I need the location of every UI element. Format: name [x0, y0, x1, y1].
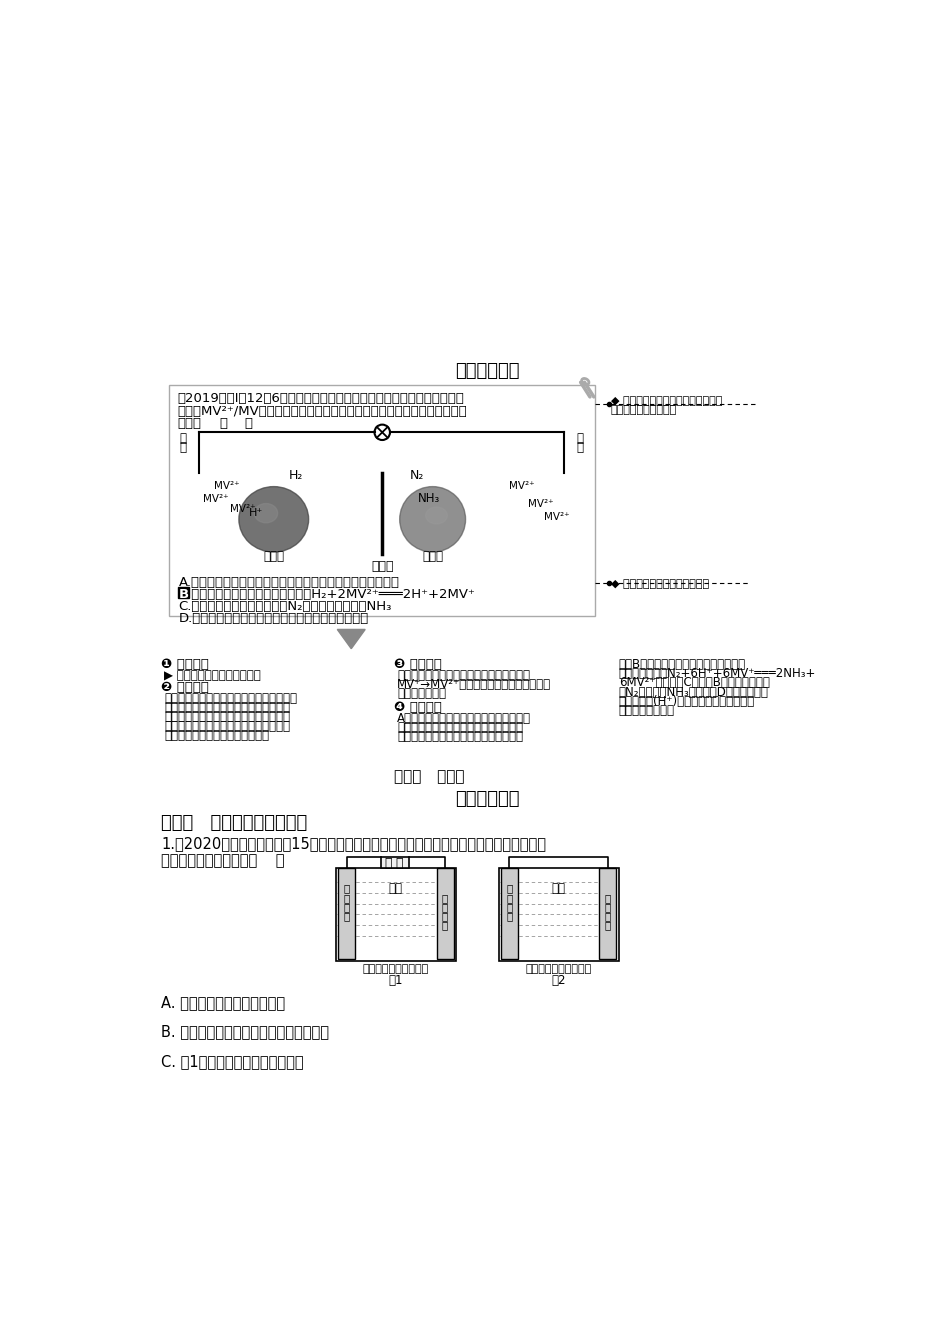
Text: N₂: N₂ — [410, 469, 425, 482]
Text: 墓: 墓 — [344, 911, 350, 921]
Text: H₂: H₂ — [288, 469, 303, 482]
Text: 极: 极 — [577, 441, 583, 454]
Text: 吸收、整合化学信息的能力，借助不同形: 吸收、整合化学信息的能力，借助不同形 — [164, 702, 291, 714]
Text: 铁: 铁 — [344, 892, 350, 903]
Text: 助: 助 — [442, 902, 448, 913]
Text: 【真题探秘】: 【真题探秘】 — [455, 362, 519, 380]
Text: A.相比现有工业合成氨，该方法条件温和，同时还可提供电能: A.相比现有工业合成氨，该方法条件温和，同时还可提供电能 — [179, 575, 399, 589]
Text: 图2: 图2 — [551, 973, 565, 986]
Bar — [335, 868, 456, 961]
Text: 交换膜: 交换膜 — [371, 560, 393, 573]
Bar — [436, 868, 453, 960]
Text: 桥: 桥 — [506, 902, 512, 913]
Text: ❸ 思路点拨: ❸ 思路点拨 — [394, 659, 442, 671]
Text: 6MV²⁺，错误；C项，由B项分析可知正极: 6MV²⁺，错误；C项，由B项分析可知正极 — [618, 676, 770, 689]
Text: A项，现有工业合成氨的反应条件是高温、: A项，现有工业合成氨的反应条件是高温、 — [397, 712, 531, 724]
Text: 观探析的学科核心素养和关注社会发展、: 观探析的学科核心素养和关注社会发展、 — [164, 719, 291, 732]
Text: ❷ 命题特点: ❷ 命题特点 — [162, 681, 209, 694]
Text: MV²⁺: MV²⁺ — [230, 504, 256, 513]
Text: 极: 极 — [604, 921, 611, 930]
Ellipse shape — [426, 507, 447, 524]
Text: 破考点   练考向: 破考点 练考向 — [393, 770, 464, 785]
Bar — [169, 384, 596, 616]
Text: 氧化酶: 氧化酶 — [263, 550, 284, 563]
Text: 助: 助 — [604, 902, 611, 913]
Text: 电: 电 — [180, 433, 186, 445]
Text: 科技进步、生产生活的价值观念。: 科技进步、生产生活的价值观念。 — [164, 728, 270, 742]
Text: MV⁺→MV²⁺发生氧化反应，故为负极，则: MV⁺→MV²⁺发生氧化反应，故为负极，则 — [397, 677, 551, 691]
Text: （    ）: （ ） — [220, 417, 254, 430]
Text: 为生物燃料电池的正极: 为生物燃料电池的正极 — [611, 406, 677, 415]
Bar — [499, 868, 618, 961]
Text: C. 图1辅助电极的材料可以为石墨: C. 图1辅助电极的材料可以为石墨 — [162, 1054, 304, 1068]
Text: 误的是: 误的是 — [177, 417, 200, 430]
Text: 电: 电 — [442, 911, 448, 921]
Text: 极区移动，正确。: 极区移动，正确。 — [618, 704, 674, 718]
Text: MV²⁺: MV²⁺ — [215, 481, 240, 491]
Bar — [338, 868, 355, 960]
Text: A. 桥墓的腐蚀主要是析氢腐蚀: A. 桥墓的腐蚀主要是析氢腐蚀 — [162, 995, 286, 1011]
Text: 辅: 辅 — [442, 892, 448, 903]
Text: 海水: 海水 — [389, 882, 403, 895]
Text: 【考点集训】: 【考点集训】 — [455, 790, 519, 808]
Text: 电: 电 — [604, 911, 611, 921]
Text: 海水: 海水 — [551, 882, 565, 895]
Text: 辅: 辅 — [604, 892, 611, 903]
Text: 右电极为正极。: 右电极为正极。 — [397, 687, 446, 700]
Text: 池工作MV²⁺/MV在交换膜与酶之间传递电子，示意图如下所示。下列说法错: 池工作MV²⁺/MV在交换膜与酶之间传递电子，示意图如下所示。下列说法错 — [177, 405, 466, 418]
Text: 桥: 桥 — [344, 902, 350, 913]
Text: B. 钉铁桥墓在海水中比在河水中腐蚀更快: B. 钉铁桥墓在海水中比在河水中腐蚀更快 — [162, 1024, 330, 1039]
Text: MV²⁺: MV²⁺ — [528, 499, 554, 508]
Ellipse shape — [255, 504, 277, 523]
Text: 电: 电 — [577, 433, 583, 445]
Bar — [382, 857, 409, 868]
Text: 高压、催化剂，则题述方法合成氨条件更: 高压、催化剂，则题述方法合成氨条件更 — [397, 722, 522, 734]
Bar — [599, 868, 617, 960]
Text: ❶ 核心考点: ❶ 核心考点 — [162, 659, 209, 671]
Text: 本题以生物燃料电池为载体考查学生接受、: 本题以生物燃料电池为载体考查学生接受、 — [164, 692, 297, 704]
Text: （2019课标I，12，6分）利用生物燃料电池原理研究室温下氨的合成，电: （2019课标I，12，6分）利用生物燃料电池原理研究室温下氨的合成，电 — [177, 392, 464, 406]
Text: 区N₂被还原为NH₃，正确；D项，原电池工: 区N₂被还原为NH₃，正确；D项，原电池工 — [618, 685, 769, 699]
Text: 铁: 铁 — [506, 892, 512, 903]
Text: 图1: 图1 — [389, 973, 403, 986]
Text: MV²⁺: MV²⁺ — [543, 512, 569, 521]
Text: 式的能量转化过程，体现了宏观辨识与微: 式的能量转化过程，体现了宏观辨识与微 — [164, 710, 291, 723]
Text: 为温和，同时可将化学能转化为电能，正: 为温和，同时可将化学能转化为电能，正 — [397, 730, 522, 743]
Text: 确；B项，阴（正）极区，在固氮酶催化: 确；B项，阴（正）极区，在固氮酶催化 — [618, 659, 746, 671]
Text: C.正极区，固氮酶为催化剂，N₂发生还原反应生成NH₃: C.正极区，固氮酶为催化剂，N₂发生还原反应生成NH₃ — [179, 601, 391, 613]
Text: 根据电极反应类型确定电极名称，左电极：: 根据电极反应类型确定电极名称，左电极： — [397, 669, 530, 681]
Text: 极: 极 — [180, 441, 186, 454]
Text: H⁺: H⁺ — [249, 508, 263, 517]
Text: ◆ 郑该是生物燃料电池的正极还: ◆ 郑该是生物燃料电池的正极还 — [611, 579, 709, 590]
Text: 作用下发生反应N₂+6H⁺+6MV⁺═══2NH₃+: 作用下发生反应N₂+6H⁺+6MV⁺═══2NH₃+ — [618, 667, 816, 680]
Text: 固氮酶: 固氮酶 — [422, 550, 443, 563]
Bar — [501, 868, 518, 960]
Text: 墓: 墓 — [506, 911, 512, 921]
Text: MV²⁺: MV²⁺ — [202, 495, 228, 504]
Text: ❹ 选项分析: ❹ 选项分析 — [394, 702, 442, 714]
Text: ＋: ＋ — [395, 857, 403, 871]
Ellipse shape — [238, 487, 309, 552]
Text: ▶ 原电池的工作原理及应用。: ▶ 原电池的工作原理及应用。 — [164, 669, 261, 681]
Text: 下列有关说法错误的是（    ）: 下列有关说法错误的是（ ） — [162, 852, 285, 868]
Text: 考点一   原电池原理及其应用: 考点一 原电池原理及其应用 — [162, 814, 308, 832]
Text: B.阴极区，在氧化酶作用下发生反应H₂+2MV²⁺═══2H⁺+2MV⁺: B.阴极区，在氧化酶作用下发生反应H₂+2MV²⁺═══2H⁺+2MV⁺ — [179, 587, 475, 601]
Text: 1.（2020屆四川成都摸底，15）研究海水中金属桥墓的腐蚀及防护是桥梁建设的重要课题。: 1.（2020屆四川成都摸底，15）研究海水中金属桥墓的腐蚀及防护是桥梁建设的重… — [162, 836, 546, 851]
Text: 外加电流的阴极保护法: 外加电流的阴极保护法 — [362, 965, 428, 974]
Text: D.电池工作时质子通过交换膜由负极区向正极区移动: D.电池工作时质子通过交换膜由负极区向正极区移动 — [179, 613, 369, 625]
Text: 钉: 钉 — [506, 883, 512, 894]
Text: 极: 极 — [442, 921, 448, 930]
Polygon shape — [337, 629, 365, 649]
Text: 牲牲阳极的阴极保护法: 牲牲阳极的阴极保护法 — [525, 965, 591, 974]
Text: NH₃: NH₃ — [418, 492, 440, 505]
Text: MV²⁺: MV²⁺ — [509, 481, 535, 491]
Text: 钉: 钉 — [344, 883, 350, 894]
Text: ◆ 应判为左侧燃料电池的负极，右侧: ◆ 应判为左侧燃料电池的负极，右侧 — [611, 396, 722, 406]
Text: B: B — [180, 587, 189, 601]
Bar — [178, 587, 188, 598]
Ellipse shape — [400, 487, 466, 552]
Text: －: － — [385, 857, 392, 871]
Text: 作时，质子(H⁺)通过交换膜由负极区向正: 作时，质子(H⁺)通过交换膜由负极区向正 — [618, 695, 754, 708]
